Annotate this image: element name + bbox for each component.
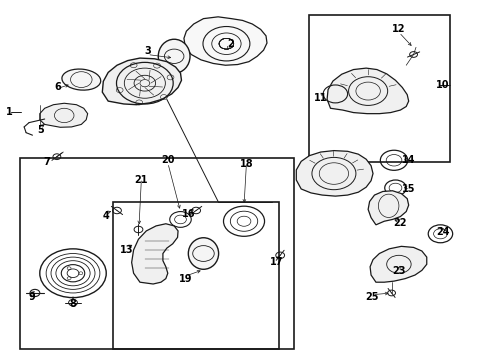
Polygon shape: [327, 68, 409, 114]
Text: 2: 2: [227, 39, 234, 49]
Text: 17: 17: [270, 257, 284, 267]
Bar: [309, 15, 450, 162]
Text: 20: 20: [161, 155, 174, 165]
Text: 14: 14: [402, 155, 416, 165]
Text: 5: 5: [37, 125, 44, 135]
Text: 8: 8: [70, 299, 76, 309]
Bar: [113, 202, 279, 348]
Text: 22: 22: [393, 218, 407, 228]
Text: 7: 7: [44, 157, 50, 167]
Polygon shape: [296, 150, 373, 196]
Ellipse shape: [158, 39, 190, 73]
Polygon shape: [40, 103, 88, 127]
Text: 4: 4: [102, 211, 109, 221]
Polygon shape: [370, 246, 427, 282]
Text: 13: 13: [120, 245, 133, 255]
Text: 6: 6: [54, 82, 61, 92]
Text: 12: 12: [392, 24, 406, 35]
Text: 23: 23: [392, 266, 406, 276]
Text: 21: 21: [135, 175, 148, 185]
Bar: [20, 158, 294, 348]
Text: 11: 11: [314, 93, 327, 103]
Text: 25: 25: [365, 292, 379, 302]
Text: 3: 3: [144, 46, 150, 56]
Polygon shape: [102, 58, 181, 105]
Polygon shape: [368, 191, 409, 225]
Ellipse shape: [188, 238, 219, 269]
Ellipse shape: [62, 69, 101, 90]
Text: 10: 10: [436, 80, 450, 90]
Text: 19: 19: [179, 274, 192, 284]
Text: 24: 24: [436, 227, 450, 237]
Text: 9: 9: [28, 292, 35, 302]
Text: 15: 15: [402, 184, 416, 194]
Polygon shape: [132, 224, 178, 284]
Polygon shape: [184, 17, 267, 65]
Text: 16: 16: [182, 209, 196, 219]
Text: 1: 1: [6, 107, 13, 117]
Text: 18: 18: [240, 159, 253, 169]
